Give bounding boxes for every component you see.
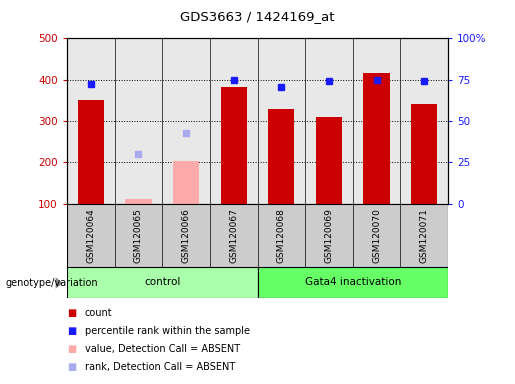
Text: count: count (85, 308, 113, 318)
Text: GSM120064: GSM120064 (87, 208, 95, 263)
Bar (411, 104, 437, 204)
Bar (67, 267, 258, 298)
Text: ■: ■ (67, 308, 76, 318)
Bar (268, 109, 295, 204)
Text: GSM120067: GSM120067 (229, 208, 238, 263)
Text: ■: ■ (67, 326, 76, 336)
Text: GSM120065: GSM120065 (134, 208, 143, 263)
Text: GSM120069: GSM120069 (324, 208, 333, 263)
Text: ■: ■ (67, 344, 76, 354)
Text: GSM120071: GSM120071 (420, 208, 428, 263)
Text: percentile rank within the sample: percentile rank within the sample (85, 326, 250, 336)
Text: GSM120068: GSM120068 (277, 208, 286, 263)
Text: ■: ■ (67, 362, 76, 372)
Bar (364, 73, 390, 204)
Text: value, Detection Call = ABSENT: value, Detection Call = ABSENT (85, 344, 240, 354)
Bar (258, 267, 448, 298)
Text: GDS3663 / 1424169_at: GDS3663 / 1424169_at (180, 10, 335, 23)
Text: GSM120070: GSM120070 (372, 208, 381, 263)
Bar (78, 100, 104, 204)
Polygon shape (56, 277, 63, 289)
Bar (173, 161, 199, 204)
Text: genotype/variation: genotype/variation (5, 278, 98, 288)
Bar (316, 117, 342, 204)
Bar (125, 199, 151, 204)
Text: GSM120066: GSM120066 (182, 208, 191, 263)
Text: rank, Detection Call = ABSENT: rank, Detection Call = ABSENT (85, 362, 235, 372)
Text: Gata4 inactivation: Gata4 inactivation (304, 277, 401, 287)
Text: control: control (144, 277, 180, 287)
Bar (220, 87, 247, 204)
